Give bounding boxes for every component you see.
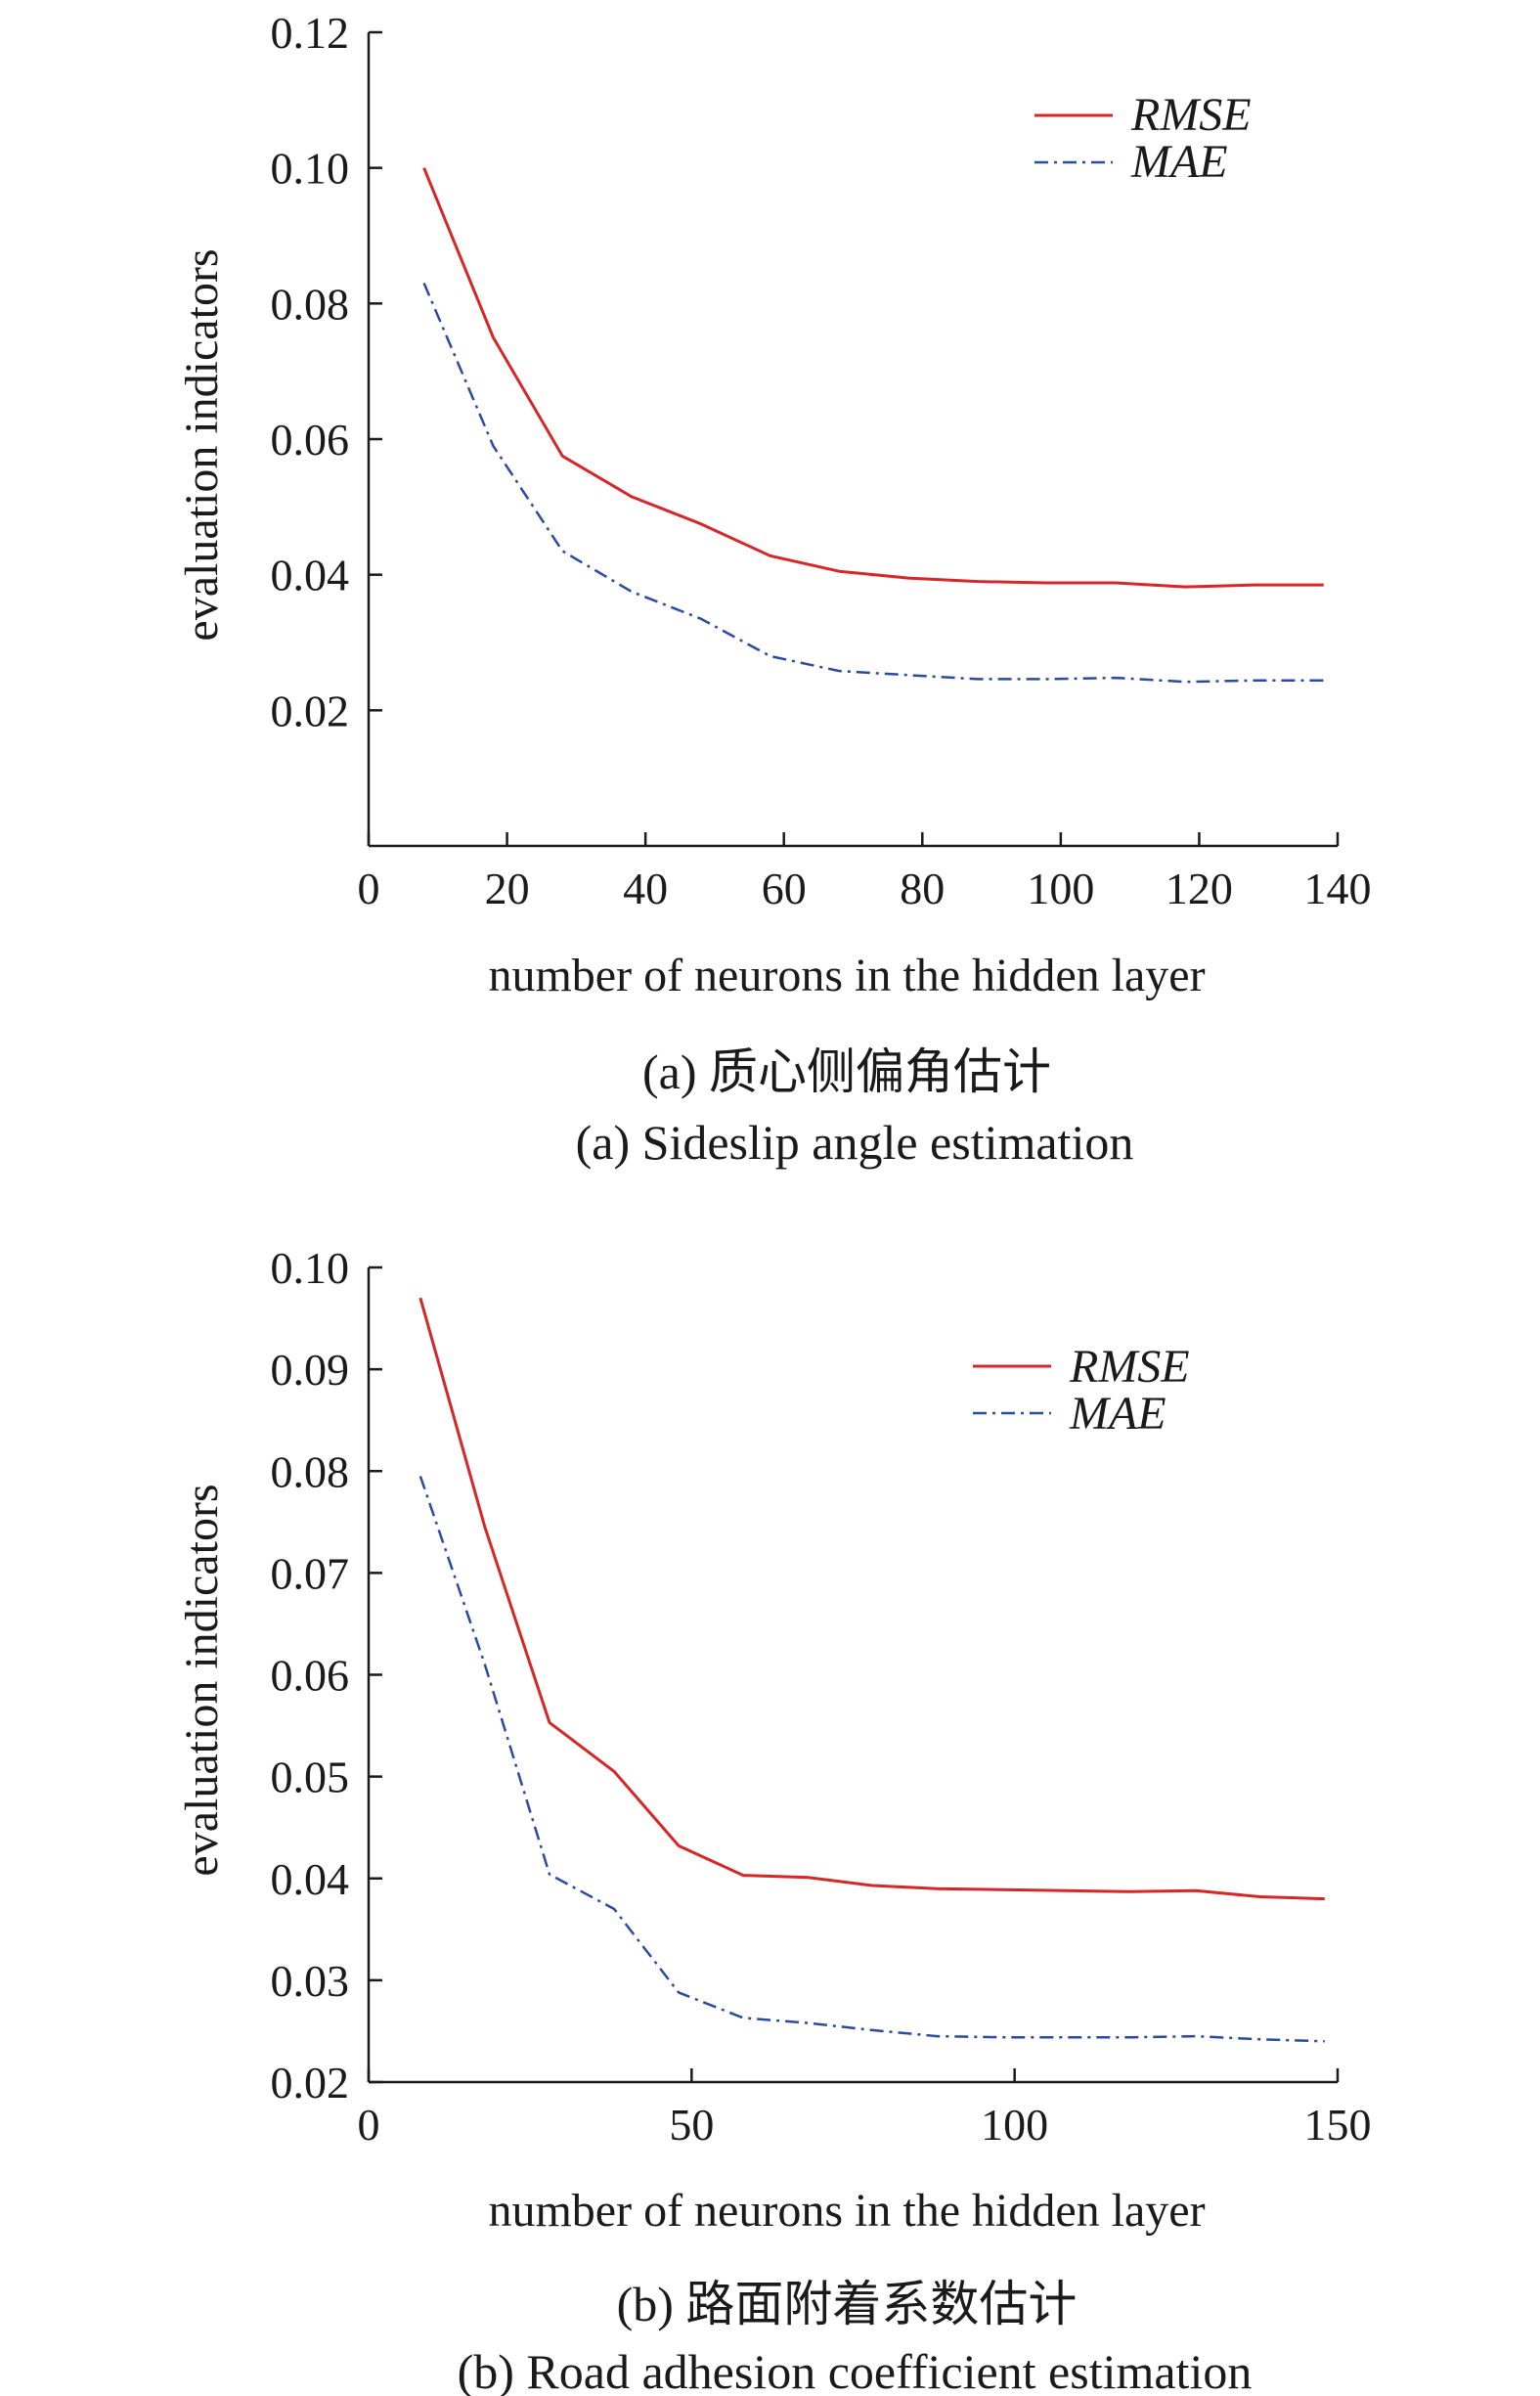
chart-a-x-tick-label: 120 [1166, 864, 1233, 913]
chart-a-series-rmse-line [422, 167, 1324, 589]
chart-a-x-ticks: 0 20 40 60 80 100 120 140 [358, 832, 1372, 913]
chart-b-x-ticks: 0 50 100 150 [358, 2068, 1372, 2150]
chart-a-y-axis-title: evaluation indicators [176, 248, 228, 641]
chart-b-y-tick-label: 0.03 [271, 1956, 350, 2006]
chart-b-legend: RMSE MAE [973, 1341, 1190, 1440]
chart-b-series-rmse-line [418, 1297, 1325, 1901]
chart-b-y-tick-label: 0.07 [271, 1548, 350, 1598]
chart-b-y-tick-label: 0.06 [271, 1651, 350, 1701]
chart-a-y-tick-label: 0.04 [271, 551, 350, 600]
chart-a-x-tick-label: 60 [762, 864, 807, 913]
chart-b-x-tick-label: 100 [981, 2100, 1048, 2150]
chart-b-series-mae-line [418, 1476, 1325, 2043]
chart-b-y-ticks: 0.02 0.03 0.04 0.05 0.06 0.07 0.08 0.09 0.10 [271, 1243, 382, 2108]
chart-a-x-axis-title: number of neurons in the hidden layer [488, 950, 1205, 1001]
chart-a-legend-rmse-label: RMSE [1130, 89, 1252, 141]
chart-b-x-tick-label: 50 [669, 2100, 714, 2150]
chart-a-x-tick-label: 40 [623, 864, 668, 913]
chart-b-x-tick-label: 0 [358, 2100, 380, 2150]
chart-a-legend-mae-label: MAE [1130, 136, 1228, 188]
chart-sideslip-angle: 0.02 0.04 0.06 0.08 0.10 0.12 0 20 40 60 80 100 120… [176, 8, 1372, 1170]
chart-b-caption-cn: (b) 路面附着系数估计 [617, 2277, 1078, 2331]
chart-a-x-tick-label: 20 [485, 864, 530, 913]
chart-b-y-tick-label: 0.10 [271, 1243, 350, 1293]
chart-a-y-tick-label: 0.08 [271, 279, 350, 329]
chart-a-x-tick-label: 80 [900, 864, 945, 913]
chart-b-x-axis-title: number of neurons in the hidden layer [488, 2185, 1205, 2237]
chart-a-legend: RMSE MAE [1034, 89, 1252, 188]
chart-a-series [422, 167, 1324, 684]
chart-b-axes [367, 1267, 1338, 2084]
chart-a-series-mae-line [422, 283, 1324, 684]
chart-a-x-tick-label: 0 [358, 864, 380, 913]
chart-a-y-tick-label: 0.10 [271, 144, 350, 194]
chart-a-x-tick-label: 140 [1304, 864, 1372, 913]
chart-road-adhesion: 0.02 0.03 0.04 0.05 0.06 0.07 0.08 0.09 0.10 0 50… [176, 1243, 1372, 2396]
chart-b-y-tick-label: 0.02 [271, 2058, 350, 2108]
chart-a-x-tick-label: 100 [1027, 864, 1094, 913]
chart-b-caption-en: (b) Road adhesion coefficient estimation [458, 2344, 1253, 2396]
chart-b-legend-mae-label: MAE [1069, 1388, 1166, 1440]
chart-b-series [418, 1297, 1325, 2043]
chart-b-y-tick-label: 0.04 [271, 1854, 350, 1904]
chart-b-y-tick-label: 0.05 [271, 1753, 350, 1802]
chart-b-y-tick-label: 0.08 [271, 1446, 350, 1496]
chart-a-caption-en: (a) Sideslip angle estimation [576, 1115, 1134, 1170]
chart-a-y-tick-label: 0.12 [271, 8, 350, 58]
chart-a-y-ticks: 0.02 0.04 0.06 0.08 0.10 0.12 [271, 8, 382, 735]
chart-b-y-axis-title: evaluation indicators [176, 1484, 228, 1876]
chart-a-y-tick-label: 0.06 [271, 415, 350, 465]
chart-a-caption-cn: (a) 质心侧偏角估计 [642, 1044, 1051, 1099]
chart-b-y-tick-label: 0.09 [271, 1345, 350, 1395]
chart-a-y-tick-label: 0.02 [271, 686, 350, 735]
chart-b-legend-rmse-label: RMSE [1069, 1341, 1190, 1393]
chart-b-x-tick-label: 150 [1304, 2100, 1372, 2150]
